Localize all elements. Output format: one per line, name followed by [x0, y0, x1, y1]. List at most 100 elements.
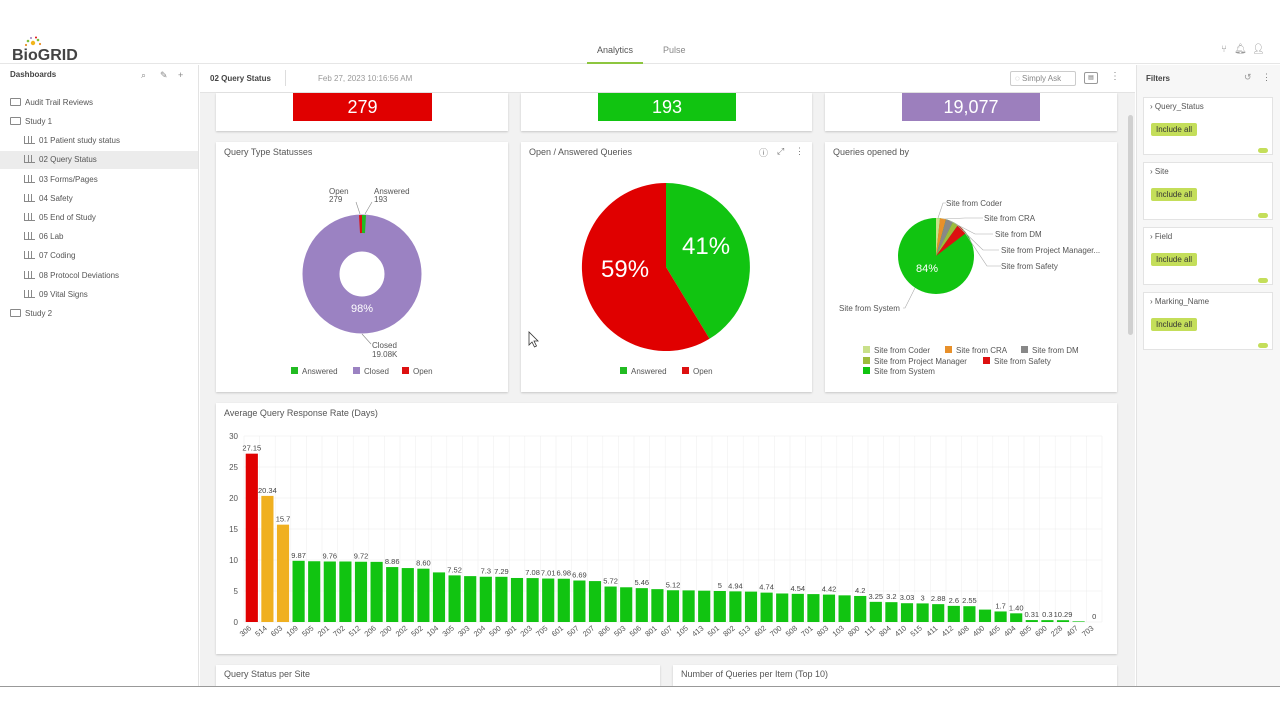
bar[interactable] — [323, 561, 336, 622]
bar[interactable] — [401, 568, 414, 622]
bar[interactable] — [900, 603, 914, 622]
bar[interactable] — [588, 581, 602, 622]
filter-site[interactable]: › Site Include all — [1143, 162, 1273, 220]
pie-pm-slice[interactable] — [936, 222, 958, 256]
bar[interactable] — [885, 602, 898, 622]
legend-item-answered[interactable]: Answered — [620, 367, 667, 376]
sidebar-item-vital-signs[interactable]: 09 Vital Signs — [0, 286, 198, 304]
layout-icon[interactable]: ▤ — [1084, 72, 1098, 84]
bar[interactable] — [542, 578, 555, 622]
bar[interactable] — [510, 577, 524, 622]
user-icon[interactable]: 👤︎ — [1252, 44, 1265, 55]
bar[interactable] — [495, 576, 508, 622]
bar[interactable] — [854, 595, 867, 622]
bar[interactable] — [557, 578, 570, 622]
bar[interactable] — [261, 495, 274, 622]
legend-item-pm[interactable]: Site from Project Manager — [863, 357, 967, 366]
pie-safety-slice[interactable] — [936, 225, 966, 256]
add-icon[interactable]: + — [178, 70, 184, 80]
legend-item-open[interactable]: Open — [682, 367, 713, 376]
filter-query-status[interactable]: › Query_Status Include all — [1143, 97, 1273, 155]
bar[interactable] — [604, 586, 617, 622]
bar[interactable] — [963, 606, 976, 622]
bar[interactable] — [807, 594, 820, 622]
filter-toggle[interactable] — [1258, 213, 1268, 218]
bar[interactable] — [386, 567, 399, 622]
bar[interactable] — [994, 611, 1007, 622]
pie-dm-slice[interactable] — [936, 219, 953, 256]
legend-item-safety[interactable]: Site from Safety — [983, 357, 1051, 366]
info-icon[interactable]: ⓘ — [759, 148, 769, 158]
legend-item-dm[interactable]: Site from DM — [1021, 346, 1079, 355]
bar[interactable] — [978, 609, 992, 622]
edit-icon[interactable]: ✎ — [160, 70, 168, 80]
filters-menu-icon[interactable]: ⋮ — [1262, 72, 1271, 82]
bar[interactable] — [464, 576, 477, 622]
reset-filters-icon[interactable]: ↺ — [1244, 72, 1252, 82]
legend-item-open[interactable]: Open — [402, 367, 433, 376]
search-icon[interactable]: ⌕ — [141, 70, 147, 80]
legend-item-system[interactable]: Site from System — [863, 367, 935, 376]
filter-marking-name[interactable]: › Marking_Name Include all — [1143, 292, 1273, 350]
include-all-button[interactable]: Include all — [1151, 253, 1198, 266]
bar[interactable] — [822, 594, 836, 622]
legend-item-closed[interactable]: Closed — [353, 367, 389, 376]
bar[interactable] — [432, 572, 446, 622]
legend-item-answered[interactable]: Answered — [291, 367, 338, 376]
bar[interactable] — [729, 591, 742, 622]
bar[interactable] — [744, 591, 758, 622]
bar[interactable] — [682, 590, 695, 622]
donut-answered-segment[interactable] — [362, 214, 366, 234]
bell-icon[interactable]: 🔔︎ — [1234, 44, 1247, 55]
biogrid-logo[interactable]: BioGRID — [12, 36, 92, 64]
filter-toggle[interactable] — [1258, 343, 1268, 348]
bar[interactable] — [869, 601, 882, 622]
bar[interactable] — [245, 453, 258, 622]
sidebar-item-study-1[interactable]: Study 1 — [0, 113, 198, 131]
bar[interactable] — [1025, 620, 1038, 622]
bar[interactable] — [947, 605, 960, 622]
bar[interactable] — [292, 560, 305, 622]
bar[interactable] — [479, 576, 492, 622]
bar[interactable] — [448, 575, 461, 622]
bar[interactable] — [838, 595, 851, 622]
filter-toggle[interactable] — [1258, 278, 1268, 283]
branch-icon[interactable]: ⑂ — [1221, 44, 1227, 55]
bar[interactable] — [1072, 621, 1085, 622]
sidebar-item-end-of-study[interactable]: 05 End of Study — [0, 209, 198, 227]
filter-field[interactable]: › Field Include all — [1143, 227, 1273, 285]
sidebar-item-patient-study-status[interactable]: 01 Patient study status — [0, 132, 198, 150]
bar[interactable] — [635, 588, 648, 622]
legend-item-cra[interactable]: Site from CRA — [945, 346, 1007, 355]
include-all-button[interactable]: Include all — [1151, 123, 1198, 136]
sidebar-item-lab[interactable]: 06 Lab — [0, 228, 198, 246]
bar[interactable] — [354, 561, 368, 622]
widget-menu-icon[interactable]: ⋮ — [795, 146, 804, 156]
bar[interactable] — [276, 524, 290, 622]
bar[interactable] — [339, 561, 352, 622]
bar[interactable] — [1041, 620, 1054, 622]
sidebar-item-query-status[interactable]: 02 Query Status — [0, 151, 198, 169]
sidebar-item-protocol-deviations[interactable]: 08 Protocol Deviations — [0, 267, 198, 285]
sidebar-item-safety[interactable]: 04 Safety — [0, 190, 198, 208]
bar[interactable] — [698, 590, 711, 622]
bar[interactable] — [417, 568, 430, 622]
main-scrollbar[interactable] — [1128, 115, 1133, 335]
bar[interactable] — [308, 561, 321, 622]
bar[interactable] — [1010, 613, 1023, 622]
bar[interactable] — [932, 604, 945, 622]
tab-pulse[interactable]: Pulse — [663, 45, 686, 55]
include-all-button[interactable]: Include all — [1151, 188, 1198, 201]
pie-coder-slice[interactable] — [936, 217, 940, 256]
bar[interactable] — [370, 561, 383, 622]
include-all-button[interactable]: Include all — [1151, 318, 1198, 331]
pie-answered-slice[interactable] — [666, 183, 750, 339]
donut-open-segment[interactable] — [359, 215, 362, 234]
toolbar-more-icon[interactable]: ⋮ — [1110, 71, 1120, 82]
legend-item-coder[interactable]: Site from Coder — [863, 346, 930, 355]
bar[interactable] — [666, 590, 680, 622]
bar[interactable] — [776, 593, 789, 622]
bar[interactable] — [620, 587, 633, 622]
simply-ask-button[interactable]: ◌ Simply Ask — [1010, 71, 1076, 86]
bar[interactable] — [916, 603, 929, 622]
